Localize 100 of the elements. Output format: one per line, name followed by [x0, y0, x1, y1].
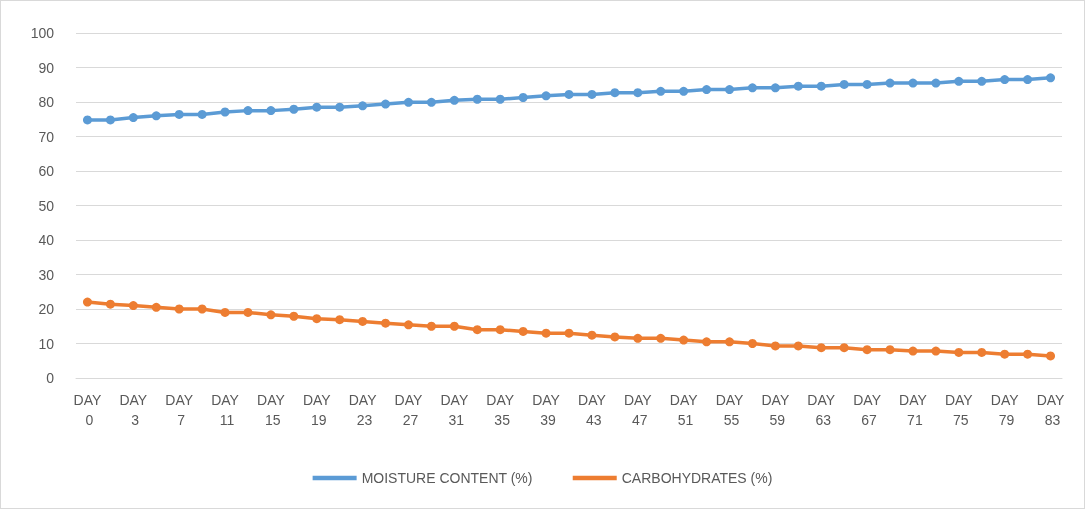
x-tick-label: DAY 47 — [623, 392, 653, 428]
point — [702, 337, 712, 347]
point — [312, 102, 322, 112]
point — [243, 307, 253, 317]
point — [449, 95, 459, 105]
x-tick-label: DAY 67 — [853, 392, 882, 428]
point — [587, 89, 597, 99]
x-tick-label: DAY 43 — [578, 392, 607, 428]
point — [885, 345, 895, 355]
point — [633, 333, 643, 343]
y-tick-label: 30 — [38, 266, 55, 283]
point — [105, 299, 115, 309]
point — [931, 78, 941, 88]
point — [770, 83, 780, 93]
x-tick-label: DAY 39 — [532, 392, 561, 428]
point — [197, 109, 207, 119]
x-tick-label: DAY 79 — [990, 392, 1020, 428]
point — [564, 328, 574, 338]
point — [587, 330, 597, 340]
point — [243, 106, 253, 116]
point — [312, 314, 322, 324]
x-tick-label: DAY 15 — [257, 392, 286, 428]
y-tick-label: 20 — [38, 301, 55, 317]
legend-label: CARBOHYDRATES (%) — [621, 470, 773, 486]
point — [174, 109, 184, 119]
point — [633, 88, 643, 98]
y-tick-label: 60 — [38, 163, 55, 179]
point — [358, 316, 368, 326]
point — [793, 341, 803, 351]
point — [495, 325, 505, 335]
point — [381, 318, 391, 328]
point — [564, 89, 574, 99]
x-tick-label: DAY 51 — [669, 392, 699, 428]
legend-label: MOISTURE CONTENT (%) — [361, 470, 533, 486]
point — [1046, 73, 1056, 83]
point — [885, 78, 895, 88]
point — [679, 86, 689, 96]
x-tick-label: DAY 55 — [715, 392, 745, 428]
point — [747, 339, 757, 348]
point — [1000, 75, 1010, 85]
point — [1023, 349, 1033, 359]
x-tick-label: DAY 75 — [944, 392, 974, 428]
point — [82, 297, 92, 307]
point — [128, 113, 138, 123]
point — [747, 83, 757, 93]
point — [426, 97, 436, 107]
point — [816, 343, 826, 353]
point — [977, 347, 987, 357]
point — [128, 301, 138, 311]
point — [335, 315, 345, 325]
point — [931, 346, 941, 356]
point — [426, 321, 436, 331]
point — [839, 343, 849, 353]
x-tick-label: DAY 31 — [440, 392, 469, 428]
point — [82, 115, 92, 125]
y-tick-label: 90 — [38, 59, 55, 76]
point — [381, 99, 391, 109]
point — [541, 91, 551, 101]
y-tick-label: 100 — [30, 25, 55, 41]
point — [725, 85, 735, 95]
x-tick-label: DAY 35 — [486, 392, 515, 428]
y-tick-label: 80 — [38, 94, 55, 110]
point — [220, 107, 230, 117]
point — [289, 311, 299, 321]
point — [220, 307, 230, 317]
point — [862, 345, 872, 355]
y-tick-label: 50 — [38, 197, 55, 214]
x-tick-label: DAY 83 — [1036, 392, 1066, 428]
point — [174, 304, 184, 314]
y-tick-label: 0 — [46, 370, 55, 386]
x-tick-label: DAY 0 — [73, 392, 102, 428]
x-tick-label: DAY 71 — [899, 392, 928, 428]
point — [495, 94, 505, 104]
point — [541, 328, 551, 338]
point — [862, 79, 872, 89]
point — [449, 321, 459, 331]
point — [1000, 349, 1010, 359]
point — [954, 347, 964, 357]
point — [335, 102, 345, 112]
y-tick-label: 40 — [38, 232, 55, 248]
point — [1046, 351, 1056, 361]
point — [404, 97, 413, 107]
point — [679, 335, 689, 345]
x-tick-label: DAY 63 — [807, 392, 836, 428]
point — [908, 346, 918, 356]
point — [151, 302, 161, 312]
point — [908, 78, 918, 88]
point — [839, 79, 849, 89]
point — [793, 81, 803, 91]
point — [289, 104, 299, 114]
point — [1023, 75, 1033, 85]
point — [105, 115, 115, 125]
point — [266, 310, 276, 320]
point — [816, 81, 826, 91]
point — [197, 304, 207, 314]
point — [518, 93, 528, 103]
x-tick-label: DAY 27 — [394, 392, 424, 428]
x-tick-label: DAY 7 — [165, 392, 194, 428]
point — [610, 332, 620, 342]
point — [725, 337, 735, 347]
